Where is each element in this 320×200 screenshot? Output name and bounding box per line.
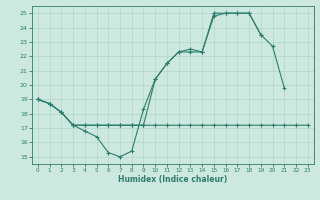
X-axis label: Humidex (Indice chaleur): Humidex (Indice chaleur) — [118, 175, 228, 184]
